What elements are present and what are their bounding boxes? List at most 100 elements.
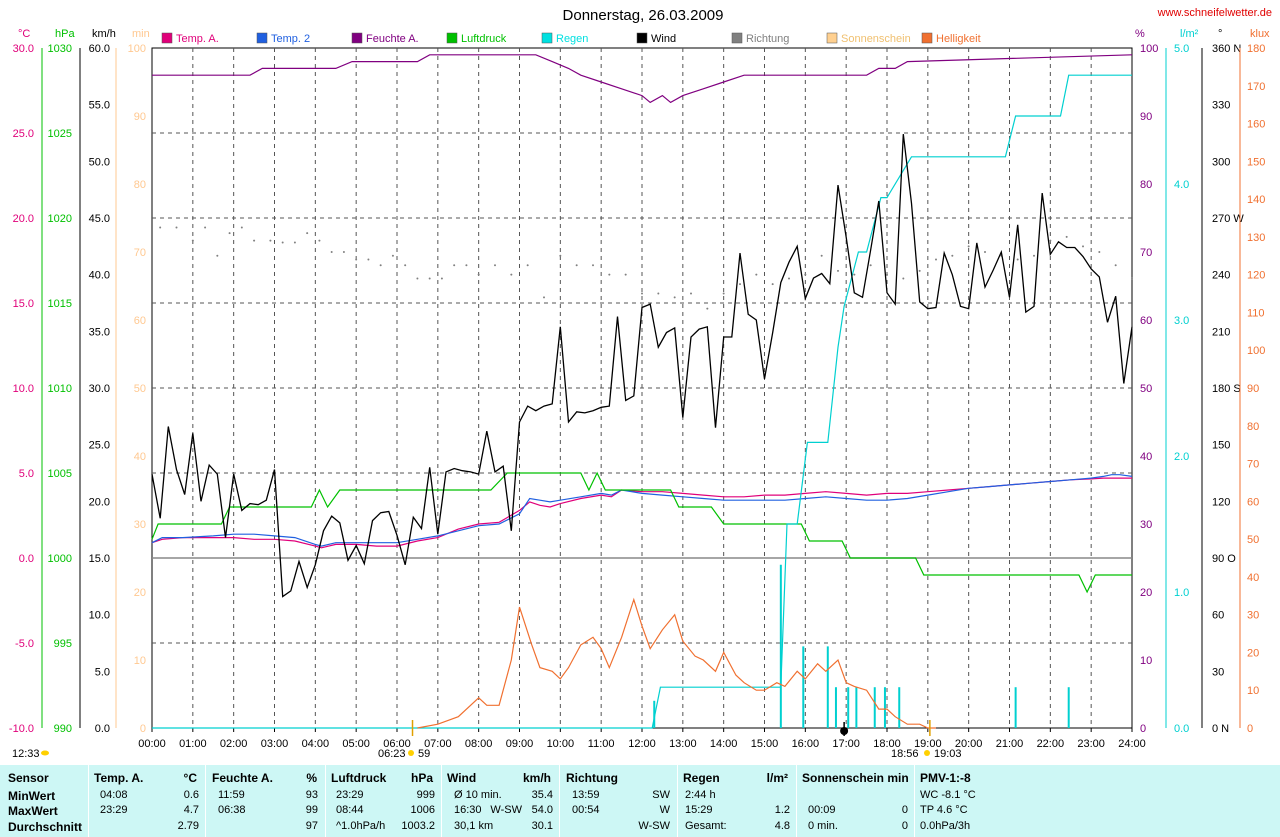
- table-separator: [914, 765, 915, 837]
- series-helligkeit: [417, 597, 936, 729]
- sun-icon: [408, 750, 414, 756]
- legend-label: Feuchte A.: [366, 33, 419, 45]
- tick-label: 10: [1247, 685, 1259, 697]
- tick-label: -5.0: [15, 638, 34, 650]
- direction-point: [355, 258, 358, 261]
- table-cell: TP 4.6 °C: [920, 804, 968, 816]
- direction-point: [240, 226, 243, 229]
- direction-point: [318, 239, 321, 242]
- tick-label: -10.0: [9, 723, 34, 735]
- tick-label: 20: [1247, 647, 1259, 659]
- tick-label: 1030: [48, 43, 72, 55]
- table-cell: 4.8: [774, 820, 790, 832]
- legend-swatch: [256, 32, 268, 44]
- row-label: Durchschnitt: [8, 820, 83, 834]
- table-cell: WC -8.1 °C: [920, 789, 976, 801]
- series: [151, 54, 1133, 729]
- direction-point: [330, 251, 333, 253]
- tick-label: 25.0: [13, 128, 34, 140]
- tick-label: 80: [134, 179, 146, 191]
- tick-label: 1.0: [1174, 587, 1189, 599]
- tick-label: 10.0: [89, 610, 110, 622]
- legend-swatch: [731, 32, 743, 44]
- table-unit: °C: [183, 771, 197, 785]
- direction-point: [673, 296, 676, 299]
- table-cell: 4.7: [183, 804, 199, 816]
- direction-point: [967, 245, 970, 248]
- direction-point: [494, 264, 496, 267]
- tick-label: 70: [134, 247, 146, 259]
- tick-label: 80: [1247, 421, 1259, 433]
- tick-label: 15.0: [89, 553, 110, 565]
- tick-label: 50: [134, 383, 146, 395]
- x-tick-label: 17:00: [832, 738, 860, 750]
- direction-point: [935, 258, 937, 261]
- x-tick-label: 18:00: [873, 738, 901, 750]
- table-separator: [796, 765, 797, 837]
- x-tick-label: 23:00: [1077, 738, 1105, 750]
- x-tick-label: 12:00: [628, 738, 656, 750]
- direction-point: [477, 273, 480, 276]
- tick-label: 0: [1247, 723, 1253, 735]
- direction-point: [269, 239, 272, 242]
- table-unit: %: [306, 771, 317, 785]
- tick-label: 40: [134, 451, 146, 463]
- x-tick-label: 02:00: [220, 738, 248, 750]
- direction-point: [918, 269, 921, 272]
- x-tick-label: 10:00: [547, 738, 575, 750]
- series-luftdruck: [151, 471, 1132, 594]
- table-cell: 04:08: [100, 789, 128, 801]
- table-cell: 1003.2: [401, 820, 435, 832]
- x-tick-label: 16:00: [792, 738, 820, 750]
- tick-label: 995: [54, 638, 72, 650]
- tick-label: 50: [1140, 383, 1152, 395]
- direction-point: [984, 251, 986, 253]
- direction-point: [216, 254, 219, 257]
- direction-point: [306, 232, 309, 235]
- tick-label: 150: [1212, 440, 1230, 452]
- tick-label: 90: [134, 111, 146, 123]
- tick-label: 10: [1140, 655, 1152, 667]
- table-cell: 06:38: [218, 804, 246, 816]
- direction-point: [367, 258, 370, 261]
- direction-point: [722, 292, 725, 295]
- tick-label: 50: [1247, 534, 1259, 546]
- direction-point: [293, 241, 296, 244]
- direction-point: [706, 307, 709, 310]
- tick-label: 55.0: [89, 100, 110, 112]
- direction-point: [1082, 245, 1084, 248]
- tick-label: 0: [140, 723, 146, 735]
- tick-label: 100: [1247, 345, 1265, 357]
- tick-label: 990: [54, 723, 72, 735]
- legend-label: Sonnenschein: [841, 33, 911, 45]
- direction-point: [191, 239, 194, 242]
- x-tick-label: 01:00: [179, 738, 207, 750]
- x-tick-label: 07:00: [424, 738, 452, 750]
- direction-point: [175, 226, 178, 229]
- direction-point: [440, 277, 443, 280]
- legend-swatch: [351, 32, 363, 44]
- legend-swatch: [161, 32, 173, 44]
- table-header: PMV-1:-8: [920, 771, 971, 785]
- tick-label: 2.0: [1174, 451, 1189, 463]
- legend-label: Luftdruck: [461, 33, 507, 45]
- x-tick-label: 05:00: [342, 738, 370, 750]
- table-cell: 54.0: [531, 804, 553, 816]
- tick-label: 100: [1140, 43, 1158, 55]
- tick-label: 330: [1212, 100, 1230, 112]
- tick-label: 140: [1247, 194, 1265, 206]
- table-cell: W-SW: [638, 820, 670, 832]
- site-url[interactable]: www.schneifelwetter.de: [1157, 7, 1272, 19]
- axis-unit: l/m²: [1180, 28, 1199, 40]
- axis-unit-labels: °C hPa km/h min% l/m² ° klux: [18, 28, 1270, 40]
- sunrise-label: 06:23: [378, 748, 406, 760]
- tick-label: 25.0: [89, 440, 110, 452]
- tick-label: 60: [1212, 610, 1224, 622]
- x-tick-label: 08:00: [465, 738, 493, 750]
- table-header: Wind: [447, 771, 477, 785]
- table-cell: 08:44: [336, 804, 364, 816]
- direction-point: [465, 264, 468, 267]
- tick-label: 40: [1140, 451, 1152, 463]
- tick-label: 20.0: [89, 496, 110, 508]
- direction-point: [1098, 251, 1101, 253]
